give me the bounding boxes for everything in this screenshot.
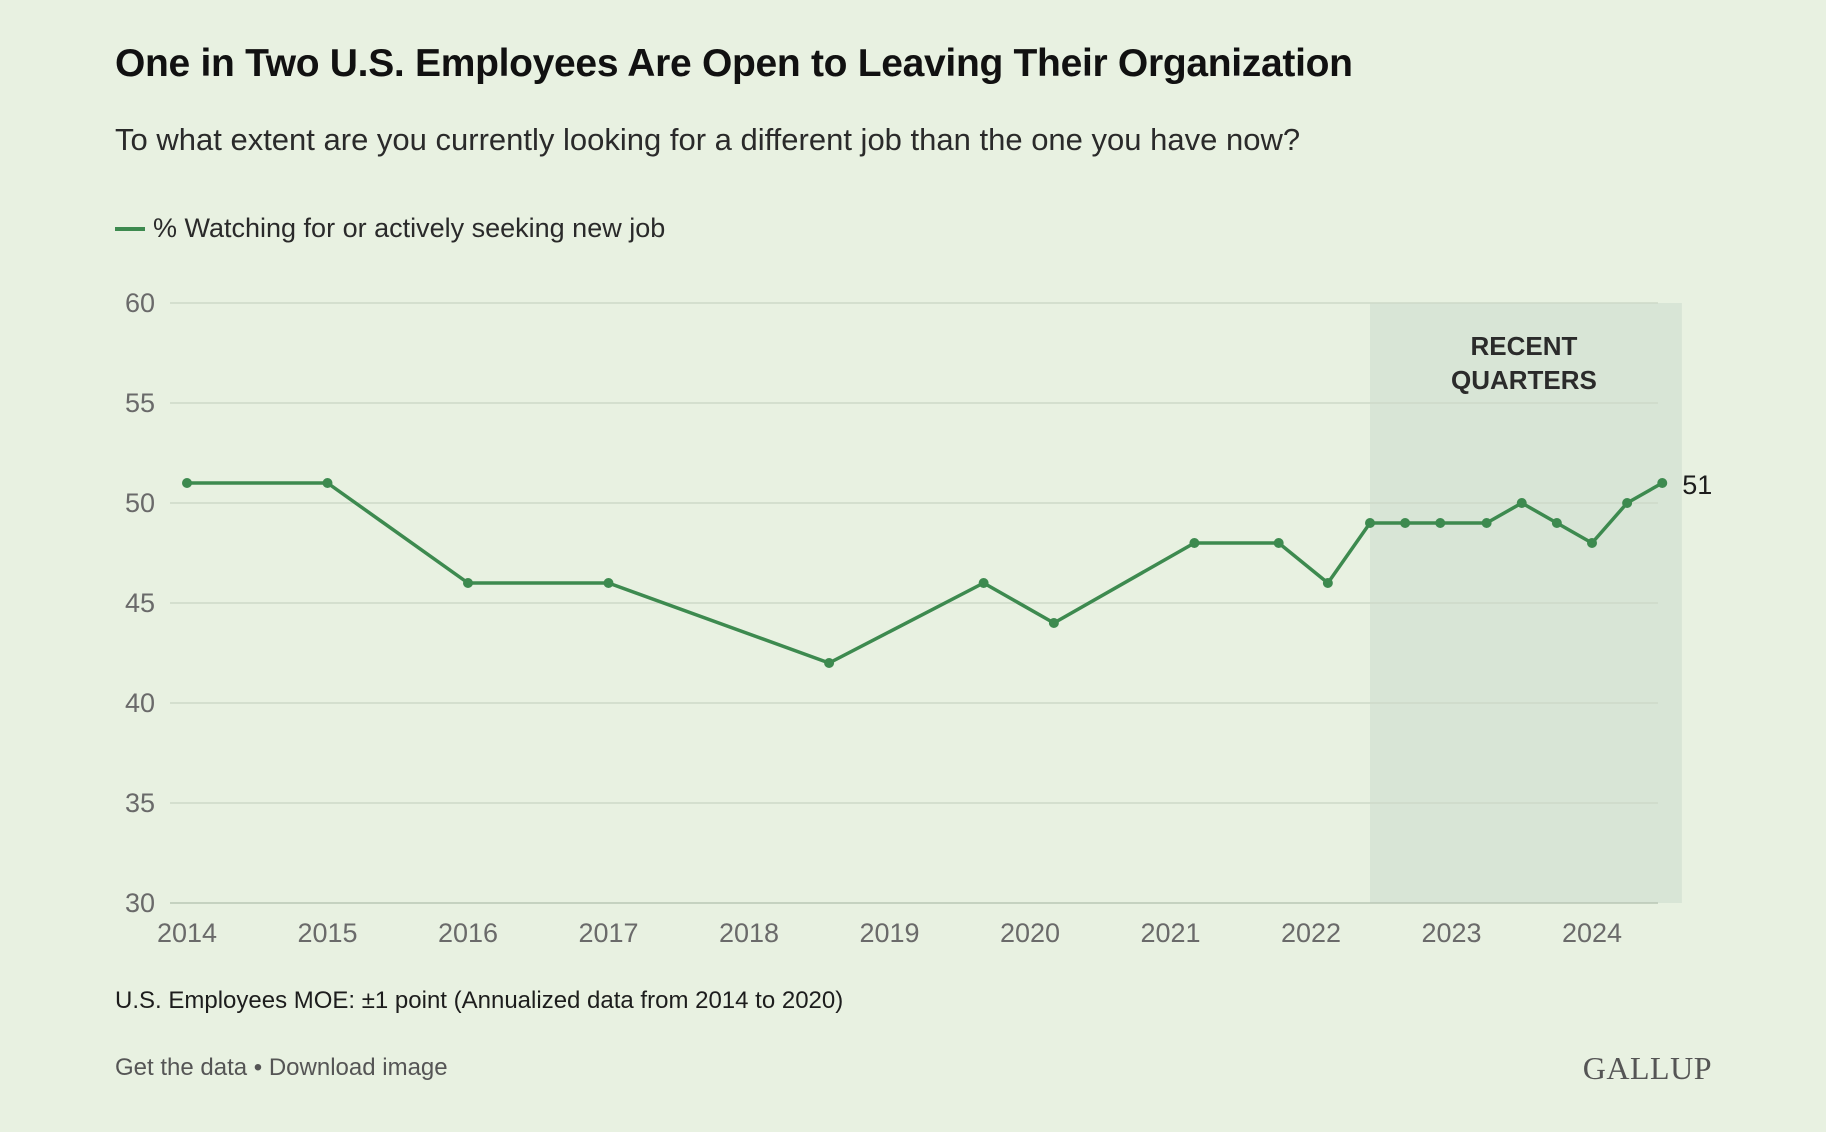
data-point [1322,578,1333,588]
chart-title: One in Two U.S. Employees Are Open to Le… [115,42,1353,85]
data-point [824,658,835,668]
data-point [1551,518,1562,528]
data-point [463,578,473,588]
data-point [1048,618,1059,628]
y-tick-label: 50 [125,488,155,518]
data-point [1516,498,1527,508]
x-tick-label: 2023 [1421,918,1481,948]
data-point [1622,498,1633,508]
x-tick-label: 2019 [859,918,919,948]
gallup-logo: GALLUP [1582,1050,1712,1086]
x-tick-label: 2017 [578,918,638,948]
data-point [1273,538,1284,548]
data-point [1587,538,1597,548]
data-point [1400,518,1411,528]
data-point [1435,518,1446,528]
x-tick-label: 2016 [438,918,498,948]
data-point [603,578,614,588]
y-tick-label: 45 [125,588,155,618]
y-tick-label: 35 [125,788,155,818]
chart-subtitle: To what extent are you currently looking… [115,122,1301,157]
x-tick-label: 2015 [297,918,357,948]
data-point [1481,518,1492,528]
data-point [978,578,989,588]
legend: % Watching for or actively seeking new j… [115,213,665,244]
x-tick-label: 2018 [719,918,779,948]
download-image-link[interactable]: Download image [268,1054,448,1081]
legend-label: % Watching for or actively seeking new j… [153,213,666,243]
data-point [1657,478,1668,488]
band-label-line2: QUARTERS [1451,365,1597,395]
y-tick-label: 40 [125,688,155,718]
footnote: U.S. Employees MOE: ±1 point (Annualized… [115,987,844,1014]
y-tick-label: 30 [125,888,155,918]
x-tick-label: 2020 [1000,918,1060,948]
data-point [1189,538,1200,548]
band-label-line1: RECENT [1471,331,1578,361]
y-tick-label: 55 [125,388,155,418]
get-data-link[interactable]: Get the data [115,1054,248,1081]
x-tick-label: 2021 [1140,918,1200,948]
data-point [182,478,192,488]
footer-links: Get the data • Download image [115,1054,448,1082]
data-point [322,478,333,488]
footer-separator: • [253,1054,263,1081]
data-point [1365,518,1376,528]
x-tick-label: 2024 [1562,918,1622,948]
x-tick-label: 2014 [157,918,217,948]
legend-swatch [115,226,145,231]
y-tick-label: 60 [125,288,155,318]
end-value-label: 51 [1682,470,1712,500]
x-tick-label: 2022 [1281,918,1341,948]
